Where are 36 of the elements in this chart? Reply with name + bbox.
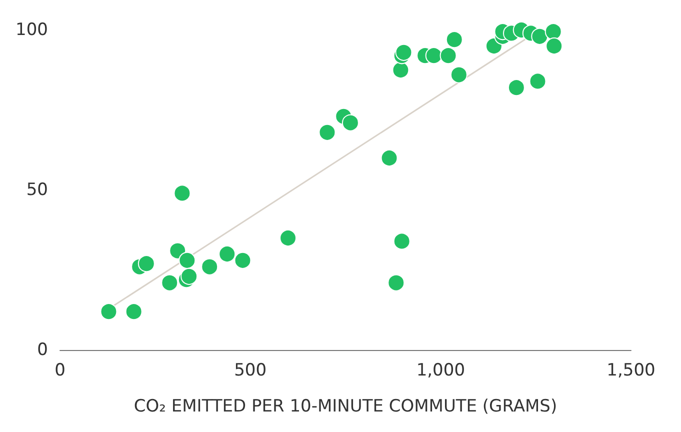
point	[529, 72, 546, 90]
point	[318, 124, 336, 141]
point	[100, 303, 118, 320]
point	[546, 38, 563, 54]
point	[440, 47, 457, 64]
point	[174, 184, 191, 202]
point	[544, 23, 562, 40]
point	[446, 31, 463, 48]
y-tick-label: 100	[16, 20, 48, 40]
x-tick-label: 500	[234, 360, 267, 380]
point	[125, 303, 142, 320]
point	[388, 274, 405, 292]
point	[342, 114, 359, 132]
point	[218, 246, 236, 262]
point	[180, 268, 198, 285]
point	[380, 150, 398, 166]
y-tick-label: 50	[26, 180, 48, 200]
point	[178, 252, 196, 269]
x-tick-label: 1,500	[606, 360, 656, 380]
point	[393, 232, 410, 250]
x-tick-label: 1,000	[416, 360, 466, 380]
point	[138, 255, 155, 272]
point	[395, 44, 412, 61]
point	[531, 28, 548, 45]
point	[161, 274, 178, 292]
point	[234, 252, 252, 269]
point	[201, 258, 218, 276]
point	[425, 47, 442, 64]
point	[508, 79, 525, 96]
point	[392, 62, 410, 78]
point	[280, 230, 297, 246]
y-tick-label: 0	[37, 340, 48, 360]
x-tick-label: 0	[54, 360, 66, 380]
point	[450, 66, 468, 84]
point	[169, 242, 186, 260]
x-axis-title: CO₂ EMITTED PER 10-MINUTE COMMUTE (GRAMS)	[134, 396, 558, 416]
